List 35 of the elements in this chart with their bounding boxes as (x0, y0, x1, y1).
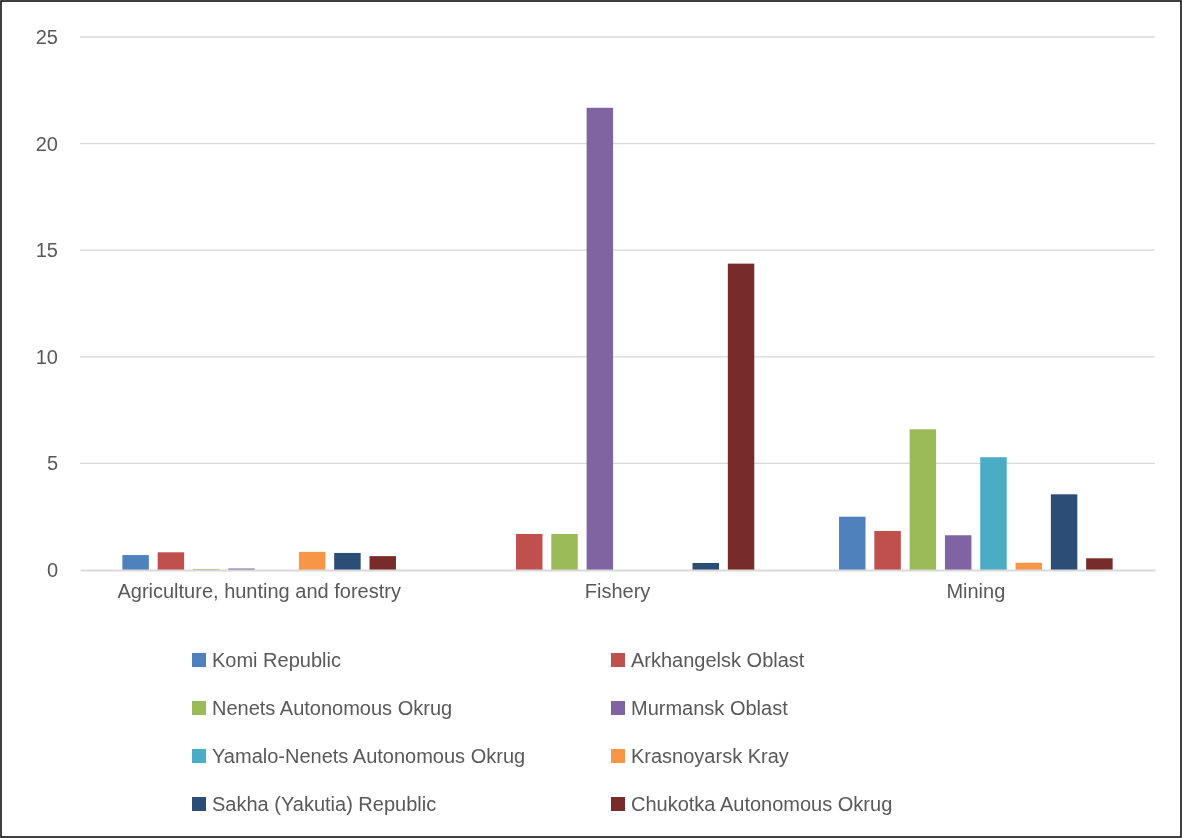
bar (334, 552, 361, 570)
bar (1015, 562, 1043, 570)
x-tick-label: Agriculture, hunting and forestry (117, 580, 401, 603)
bar (909, 429, 937, 570)
y-tick-label: 15 (35, 239, 58, 262)
legend-label: Sakha (Yakutia) Republic (212, 793, 437, 815)
bar (727, 263, 755, 570)
bar (692, 562, 719, 570)
y-tick-label: 0 (46, 558, 58, 581)
y-tick-label: 10 (35, 345, 58, 368)
bar (369, 556, 396, 570)
legend-label: Murmansk Oblast (631, 697, 789, 719)
legend-label: Yamalo-Nenets Autonomous Okrug (212, 745, 526, 767)
bar (586, 107, 614, 570)
bar (1050, 494, 1078, 570)
bar (944, 535, 972, 570)
legend-label: Komi Republic (212, 649, 341, 671)
bar (1086, 558, 1113, 570)
legend-label: Chukotka Autonomous Okrug (631, 793, 893, 815)
bar (980, 457, 1007, 570)
y-tick-label: 25 (35, 25, 58, 48)
y-tick-label: 20 (35, 132, 58, 155)
bar (551, 533, 578, 570)
x-tick-label: Fishery (584, 580, 651, 603)
bar (122, 555, 149, 570)
legend-label: Arkhangelsk Oblast (631, 649, 805, 671)
bar (874, 530, 901, 570)
legend-label: Krasnoyarsk Kray (631, 745, 789, 767)
bar (298, 551, 326, 570)
legend-label: Nenets Autonomous Okrug (212, 697, 453, 719)
y-tick-label: 5 (46, 452, 58, 475)
bar (157, 552, 185, 570)
bar (839, 516, 866, 570)
x-tick-label: Mining (946, 580, 1006, 603)
bar (516, 533, 543, 570)
